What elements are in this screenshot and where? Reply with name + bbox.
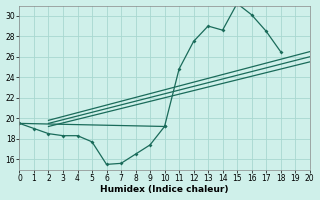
X-axis label: Humidex (Indice chaleur): Humidex (Indice chaleur) [100, 185, 229, 194]
